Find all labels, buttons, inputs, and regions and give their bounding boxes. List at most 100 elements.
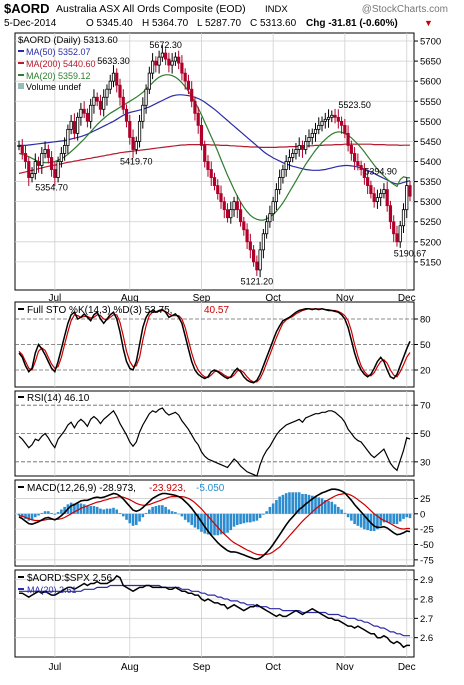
candle-body bbox=[310, 132, 314, 138]
candle-body bbox=[36, 161, 41, 166]
macd-histogram-bar bbox=[213, 513, 216, 536]
candle-body bbox=[353, 153, 357, 162]
price-axis-tick-label: 5400 bbox=[420, 157, 441, 168]
macd-histogram-bar bbox=[148, 509, 151, 514]
macd-histogram-bar bbox=[232, 513, 236, 527]
macd-histogram-bar bbox=[278, 496, 281, 514]
sto-legend-label: Full STO %K(14,3) %D(3) 53.75, bbox=[27, 305, 172, 316]
macd-histogram-bar bbox=[183, 513, 187, 520]
candle-body bbox=[128, 120, 132, 138]
candle-body bbox=[131, 137, 135, 150]
candle-body bbox=[108, 80, 112, 90]
macd-histogram-bar bbox=[252, 513, 255, 522]
macd-histogram-bar bbox=[405, 513, 409, 518]
candle-body bbox=[222, 201, 226, 211]
ratio-line bbox=[19, 574, 410, 649]
candle-body bbox=[392, 221, 396, 235]
macd-histogram-bar bbox=[229, 513, 233, 531]
candle-body bbox=[82, 108, 86, 114]
macd-histogram-bar bbox=[366, 513, 369, 531]
candle-body bbox=[232, 201, 236, 211]
month-label-top: Jul bbox=[48, 293, 61, 304]
macd-histogram-bar bbox=[262, 513, 265, 515]
sto-k-line bbox=[18, 308, 411, 384]
macd-histogram-bar bbox=[323, 500, 327, 514]
candle-body bbox=[203, 145, 207, 162]
sto-axis-tick-label: 50 bbox=[420, 340, 431, 351]
macd-histogram-bar bbox=[203, 513, 207, 534]
ratio-axis-tick-label: 2.9 bbox=[420, 575, 433, 586]
macd-histogram-bar bbox=[288, 492, 291, 514]
candle-body bbox=[366, 177, 370, 186]
macd-histogram-bar bbox=[174, 512, 177, 514]
candle-body bbox=[304, 141, 308, 150]
macd-histogram-bar bbox=[353, 513, 356, 525]
rsi-legend-label: RSI(14) 46.10 bbox=[27, 393, 90, 404]
macd-histogram-bar bbox=[187, 513, 190, 523]
price-annotation: 5672.30 bbox=[149, 40, 182, 50]
macd-histogram-bar bbox=[115, 509, 119, 514]
candle-body bbox=[157, 56, 161, 66]
candle-body bbox=[115, 72, 119, 86]
candle-body bbox=[284, 161, 288, 170]
volume-swatch bbox=[18, 83, 24, 89]
macd-histogram-bar bbox=[317, 497, 321, 514]
price-axis-tick-label: 5450 bbox=[420, 137, 441, 148]
price-axis-tick-label: 5200 bbox=[420, 237, 441, 248]
macd-histogram-bar bbox=[337, 506, 340, 514]
month-label-bottom: Dec bbox=[398, 662, 416, 673]
macd-histogram-bar bbox=[268, 506, 272, 514]
macd-histogram-bar bbox=[125, 513, 128, 520]
month-label-top: Oct bbox=[265, 293, 281, 304]
candle-body bbox=[105, 88, 109, 98]
rsi-legend: RSI(14) 46.10 bbox=[18, 393, 90, 404]
macd-histogram-bar bbox=[92, 506, 96, 514]
macd-histogram-bar bbox=[128, 513, 132, 524]
macd-histogram-bar bbox=[346, 513, 350, 518]
macd-histogram-bar bbox=[69, 502, 73, 514]
candle-body bbox=[356, 161, 360, 166]
candle-body bbox=[193, 100, 197, 114]
candle-body bbox=[177, 56, 181, 64]
macd-histogram-bar bbox=[37, 513, 40, 516]
candle-body bbox=[137, 120, 142, 142]
candle-body bbox=[336, 116, 340, 122]
candle-body bbox=[209, 169, 213, 178]
month-label-top: Dec bbox=[398, 293, 416, 304]
macd-histogram-bar bbox=[350, 513, 353, 521]
date-label: 5-Dec-2014 bbox=[4, 18, 57, 29]
price-annotation: 5121.20 bbox=[241, 276, 274, 286]
candle-body bbox=[92, 96, 96, 106]
macd-histogram-bar bbox=[379, 513, 382, 526]
macd-histogram-bar bbox=[27, 513, 31, 521]
candle-body bbox=[76, 116, 80, 134]
sto-legend: Full STO %K(14,3) %D(3) 53.75, 40.57 bbox=[18, 305, 229, 316]
price-annotation: 5633.30 bbox=[97, 56, 130, 66]
macd-histogram-bar bbox=[392, 513, 396, 525]
candle-body bbox=[206, 161, 210, 170]
macd-histogram-bar bbox=[291, 492, 294, 514]
candle-body bbox=[183, 72, 187, 82]
macd-histogram-bar bbox=[63, 506, 66, 514]
open-value: O 5345.40 bbox=[86, 18, 133, 29]
candle-body bbox=[102, 96, 106, 110]
candle-body bbox=[343, 124, 347, 134]
macd-histogram-bar bbox=[89, 506, 92, 514]
macd-histogram-bar bbox=[372, 513, 376, 531]
macd-histogram-bar bbox=[144, 512, 148, 514]
macd-histogram-bar bbox=[307, 494, 311, 514]
candle-body bbox=[287, 157, 292, 162]
macd-histogram-bar bbox=[376, 513, 379, 530]
candle-body bbox=[173, 56, 177, 62]
macd-histogram-bar bbox=[258, 513, 262, 519]
candle-body bbox=[291, 153, 295, 158]
month-label-bottom: Jul bbox=[48, 662, 61, 673]
macd-histogram-bar bbox=[30, 513, 34, 520]
candle-body bbox=[349, 145, 353, 154]
candle-body bbox=[346, 132, 350, 146]
candle-body bbox=[235, 201, 239, 211]
macd-legend-label: MACD(12,26,9) -28.973, bbox=[27, 483, 136, 494]
macd-histogram-bar bbox=[297, 492, 301, 514]
candle-body bbox=[382, 189, 386, 195]
candle-body bbox=[268, 213, 272, 223]
